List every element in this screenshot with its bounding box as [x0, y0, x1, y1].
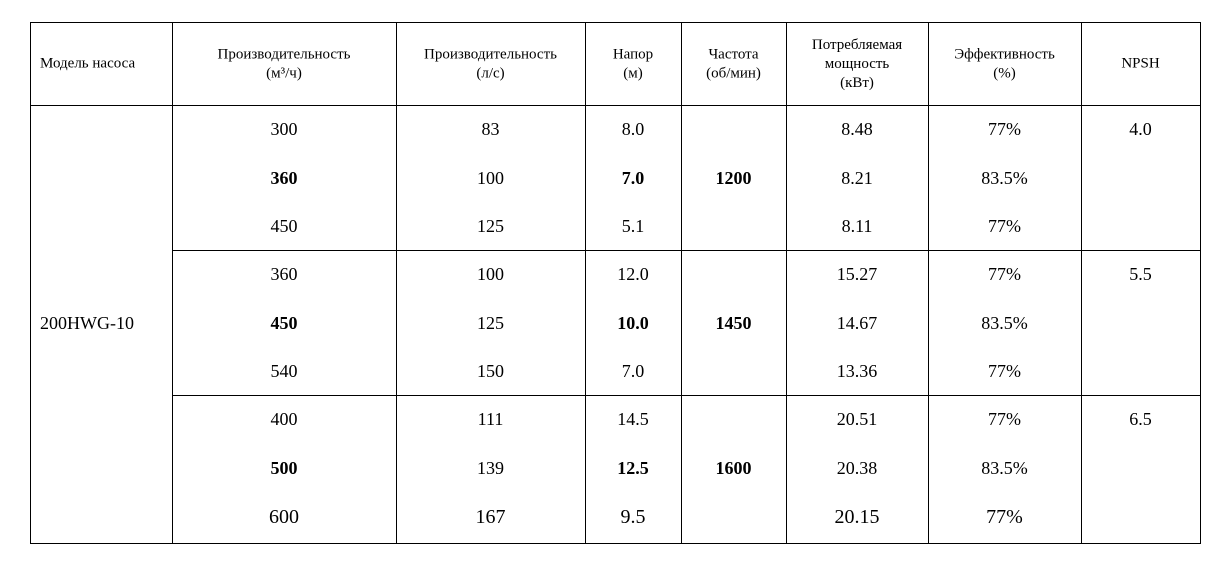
- data-cell: 9.5: [620, 506, 646, 528]
- data-cell: 83.5%: [981, 313, 1028, 334]
- model-cell: 200HWG-10: [40, 313, 134, 334]
- data-cell: 111: [477, 409, 504, 430]
- header-cell: Потребляемая мощность (кВт): [811, 36, 903, 91]
- data-cell: 8.0: [621, 119, 645, 140]
- header-cell: Эффективность (%): [954, 46, 1055, 81]
- data-cell: 360: [270, 264, 298, 285]
- data-cell: 167: [475, 506, 506, 528]
- data-cell: 360: [270, 168, 298, 189]
- data-cell: 5.1: [621, 216, 645, 237]
- data-cell: 77%: [988, 119, 1021, 140]
- data-cell: 600: [269, 506, 299, 528]
- data-cell: 14.67: [836, 313, 878, 334]
- data-cell: 450: [270, 313, 298, 334]
- data-cell: 300: [270, 119, 298, 140]
- data-cell: 7.0: [621, 168, 645, 189]
- header-cell: Модель насоса: [40, 55, 136, 72]
- data-cell: 540: [270, 361, 298, 382]
- npsh-cell: 6.5: [1129, 409, 1152, 430]
- speed-cell: 1450: [715, 313, 752, 334]
- data-cell: 10.0: [617, 313, 649, 334]
- data-cell: 12.0: [617, 264, 649, 285]
- data-cell: 8.21: [841, 168, 873, 189]
- speed-cell: 1200: [715, 168, 752, 189]
- header-cell: NPSH: [1121, 55, 1160, 72]
- header-cell: Производительность (м³/ч): [217, 46, 351, 81]
- npsh-cell: 4.0: [1129, 119, 1152, 140]
- data-cell: 14.5: [617, 409, 649, 430]
- data-cell: 15.27: [836, 264, 878, 285]
- data-cell: 139: [477, 458, 504, 479]
- data-cell: 12.5: [617, 458, 649, 479]
- data-cell: 77%: [986, 506, 1023, 528]
- data-cell: 77%: [988, 264, 1021, 285]
- data-cell: 8.11: [841, 216, 873, 237]
- data-cell: 77%: [988, 361, 1021, 382]
- data-cell: 500: [270, 458, 298, 479]
- data-cell: 7.0: [621, 361, 645, 382]
- data-cell: 77%: [988, 216, 1021, 237]
- data-cell: 20.51: [836, 409, 878, 430]
- data-cell: 8.48: [841, 119, 873, 140]
- header-cell: Частота (об/мин): [706, 46, 761, 81]
- data-cell: 125: [477, 216, 504, 237]
- data-cell: 400: [270, 409, 298, 430]
- data-cell: 450: [270, 216, 298, 237]
- data-cell: 83.5%: [981, 168, 1028, 189]
- data-cell: 100: [477, 264, 504, 285]
- data-cell: 13.36: [836, 361, 878, 382]
- header-cell: Напор (м): [612, 46, 654, 81]
- data-cell: 125: [477, 313, 504, 334]
- data-cell: 150: [477, 361, 504, 382]
- data-cell: 77%: [988, 409, 1021, 430]
- data-cell: 20.15: [834, 506, 880, 528]
- data-cell: 83: [481, 119, 500, 140]
- data-cell: 20.38: [836, 458, 878, 479]
- npsh-cell: 5.5: [1129, 264, 1152, 285]
- header-cell: Производительность (л/с): [424, 46, 557, 81]
- speed-cell: 1600: [715, 458, 752, 479]
- data-cell: 83.5%: [981, 458, 1028, 479]
- data-cell: 100: [477, 168, 504, 189]
